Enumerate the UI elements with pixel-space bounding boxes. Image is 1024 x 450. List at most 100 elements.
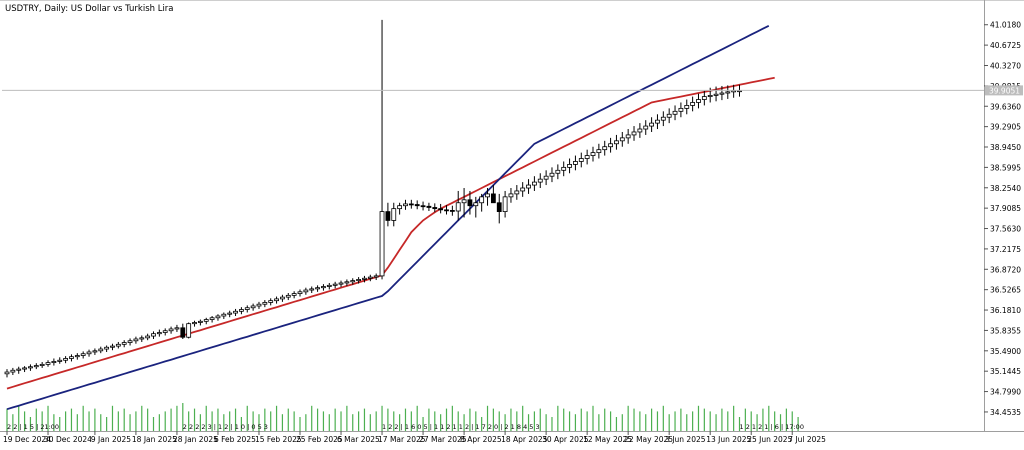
candle-body — [121, 342, 127, 345]
y-tick-label: 39.2905 — [990, 123, 1021, 132]
candle — [608, 137, 613, 153]
candle-body — [438, 208, 444, 211]
candle-body — [461, 199, 467, 204]
candle — [10, 367, 16, 375]
candle-body — [490, 193, 496, 204]
candle-body — [151, 333, 156, 337]
candle-body — [268, 300, 274, 303]
candle — [455, 190, 461, 221]
candle — [385, 202, 391, 227]
candle — [356, 277, 362, 284]
y-tick-label: 38.9450 — [990, 143, 1021, 152]
candle-body — [315, 287, 320, 290]
candle — [526, 179, 531, 194]
candle — [39, 362, 45, 368]
candle — [596, 143, 602, 159]
candle — [508, 188, 514, 203]
x-tick-label: 7 Jul 2025 — [788, 435, 826, 444]
candle-body — [98, 348, 104, 352]
candle-body — [127, 340, 133, 343]
candle — [432, 203, 438, 213]
candle-body — [485, 193, 490, 198]
candle — [28, 364, 33, 371]
candle — [397, 202, 403, 215]
candle-body — [590, 152, 596, 156]
candle — [467, 190, 473, 215]
y-tick-label: 35.8355 — [990, 326, 1021, 335]
candle — [637, 123, 643, 138]
candle-body — [596, 149, 602, 154]
candle — [174, 324, 180, 332]
candle-body — [4, 371, 10, 375]
candle — [268, 298, 274, 306]
candle — [297, 289, 303, 297]
candle — [649, 117, 654, 132]
candle-body — [28, 366, 33, 369]
candle-body — [514, 190, 520, 195]
candle — [203, 317, 209, 325]
candle — [4, 369, 10, 378]
y-tick-label: 38.2540 — [990, 184, 1021, 193]
x-tick-label: 28 Jan 2025 — [173, 435, 218, 444]
current-price: 39.9051 — [2, 85, 1023, 96]
candle-body — [678, 107, 684, 112]
candle-body — [180, 327, 186, 338]
period-marker-label: 2 2 | 1 5 | 21:00 — [7, 423, 59, 431]
candle-body — [397, 205, 403, 210]
candle — [274, 296, 279, 304]
candle-body — [186, 323, 192, 338]
candle — [104, 345, 110, 352]
candle — [250, 303, 256, 311]
candle-body — [244, 307, 250, 310]
x-tick-label: 22 May 2025 — [624, 435, 673, 444]
candle — [350, 278, 356, 285]
candle-body — [326, 284, 332, 287]
candle-body — [567, 164, 572, 168]
candle — [625, 129, 631, 144]
candle-body — [403, 203, 408, 207]
x-tick-label: 27 Mar 2025 — [419, 435, 467, 444]
candle-body — [285, 294, 291, 298]
candle-body — [532, 181, 537, 186]
candle — [537, 173, 543, 189]
candle — [92, 348, 98, 355]
candle — [367, 274, 373, 282]
candle — [80, 351, 86, 359]
candle-body — [321, 286, 326, 289]
candle-body — [332, 283, 338, 286]
candle-body — [227, 312, 233, 315]
candle — [303, 287, 309, 295]
candle-body — [367, 276, 373, 279]
candle-body — [385, 211, 391, 221]
x-tick-label: 17 Mar 2025 — [378, 435, 426, 444]
candle — [285, 293, 291, 301]
candlesticks — [4, 19, 742, 378]
candle — [485, 188, 490, 206]
candle — [280, 294, 285, 302]
candle-body — [238, 309, 244, 312]
candle — [51, 358, 57, 366]
candle-body — [344, 281, 350, 284]
candle — [209, 316, 215, 323]
candle — [660, 111, 666, 127]
y-tick-label: 34.7990 — [990, 388, 1021, 397]
candle-body — [660, 116, 666, 121]
candle-body — [22, 367, 27, 370]
candle-body — [672, 110, 678, 115]
y-tick-label: 40.3270 — [990, 61, 1021, 70]
candle — [127, 338, 133, 346]
x-tick-label: 9 Jan 2025 — [91, 435, 131, 444]
candle-body — [573, 161, 578, 165]
candle-body — [455, 202, 461, 212]
candle — [391, 202, 397, 227]
candle — [414, 200, 420, 210]
candle — [461, 188, 467, 218]
y-tick-label: 41.0180 — [990, 21, 1021, 30]
candle-body — [549, 172, 555, 177]
candle — [244, 305, 250, 313]
x-tick-label: 18 Jan 2025 — [132, 435, 177, 444]
candle — [98, 346, 104, 354]
candle — [573, 155, 578, 171]
candle — [221, 312, 227, 319]
candle-body — [543, 175, 549, 180]
